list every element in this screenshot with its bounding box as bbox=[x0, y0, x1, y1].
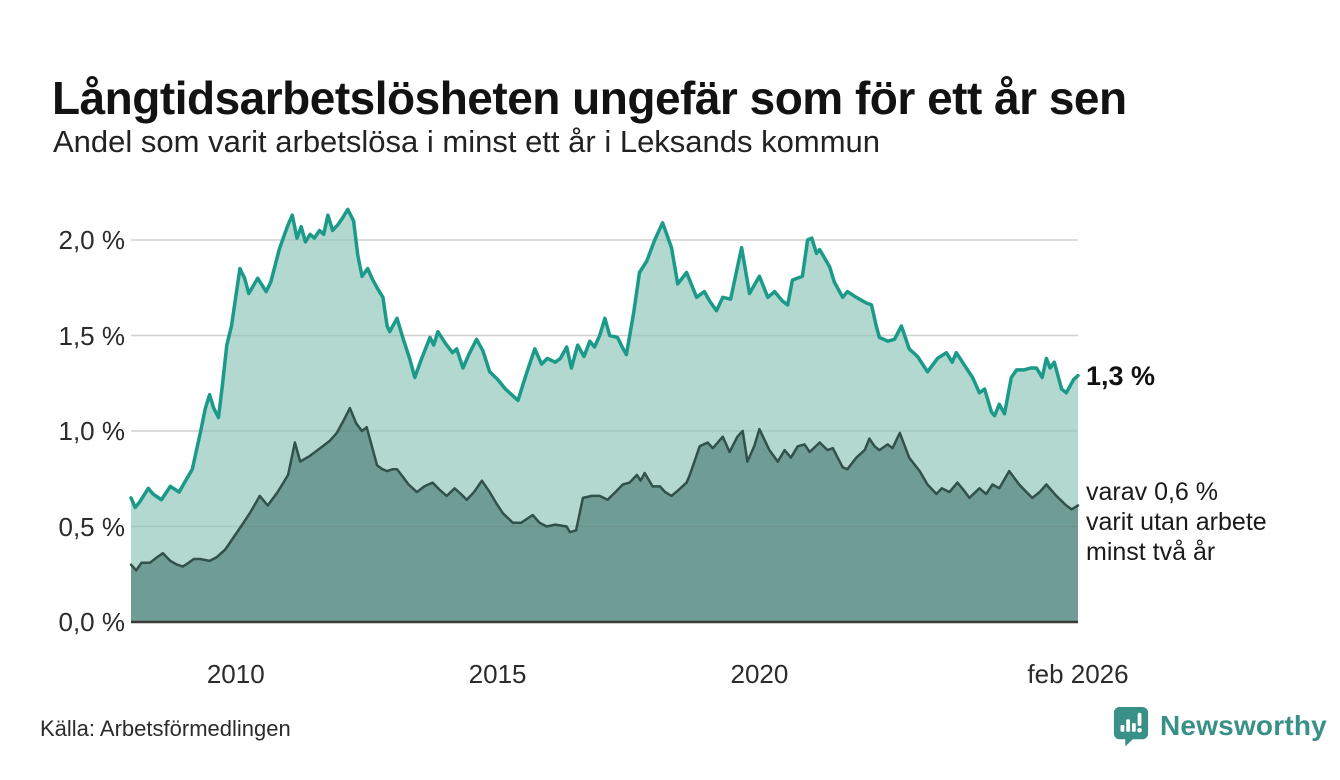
logo-exclamation bbox=[1137, 712, 1142, 726]
newsworthy-icon bbox=[1113, 707, 1149, 747]
logo-bar-2 bbox=[1126, 719, 1131, 732]
series-area-1 bbox=[131, 408, 1078, 622]
logo-bar-1 bbox=[1120, 725, 1125, 732]
newsworthy-wordmark: Newsworthy bbox=[1160, 710, 1327, 741]
secondary-series-annotation: varav 0,6 % varit utan arbete minst två … bbox=[1086, 478, 1267, 566]
series-line-0 bbox=[129, 207, 1080, 510]
logo-bar-3 bbox=[1131, 723, 1136, 732]
chart-title: Långtidsarbetslösheten ungefär som för e… bbox=[52, 71, 1127, 124]
newsworthy-logo: Newsworthy bbox=[1112, 705, 1327, 747]
chart-subtitle: Andel som varit arbetslösa i minst ett å… bbox=[53, 124, 881, 159]
series-line-1 bbox=[129, 406, 1080, 572]
source-caption: Källa: Arbetsförmedlingen bbox=[40, 716, 291, 741]
latest-value-annotation: 1,3 % bbox=[1086, 361, 1156, 391]
logo-exclamation-dot bbox=[1137, 727, 1142, 733]
